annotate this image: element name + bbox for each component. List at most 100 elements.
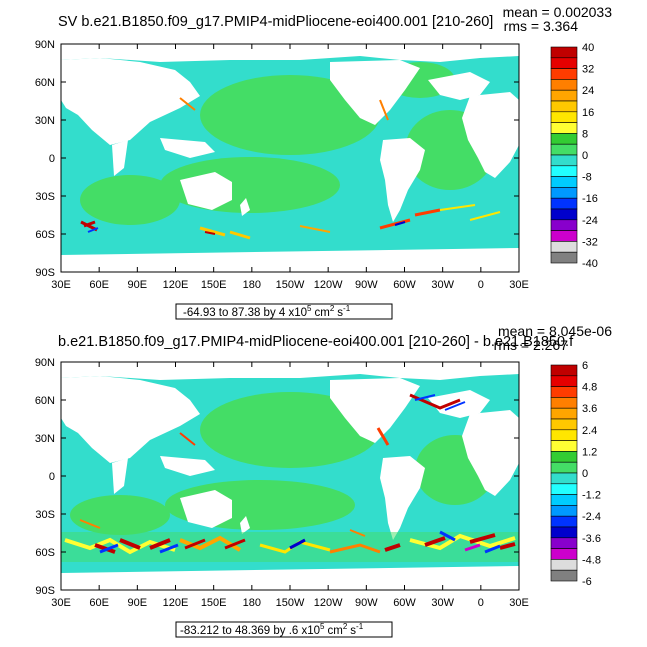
colorbar-swatch <box>550 418 578 431</box>
x-tick-label: 30E <box>509 279 529 291</box>
x-tick-label: 30E <box>509 597 529 609</box>
x-tick-label: 0 <box>478 597 484 609</box>
colorbar-swatch <box>550 483 578 495</box>
colorbar-swatch <box>550 537 578 549</box>
y-tick-label: 90N <box>35 357 55 369</box>
x-tick-label: 90E <box>128 279 148 291</box>
colorbar-swatch <box>550 548 578 560</box>
panel-1-eddies <box>80 97 501 240</box>
colorbar-swatch <box>550 89 578 102</box>
x-tick-label: 60E <box>89 279 109 291</box>
x-tick-label: 90E <box>128 597 148 609</box>
colorbar-swatch <box>550 241 578 253</box>
panel-1-map <box>61 44 519 272</box>
panel-2-map <box>61 362 519 590</box>
colorbar-swatch <box>550 208 578 221</box>
x-tick-label: 120E <box>163 597 189 609</box>
panel-2-rms: rms = 2.267 <box>494 337 569 353</box>
panel-1-mean: mean = 0.002033 <box>503 4 613 20</box>
panel-2-range-box <box>175 621 393 638</box>
colorbar-swatch <box>550 143 578 156</box>
panel-1-range-box <box>175 303 393 320</box>
colorbar-swatch <box>550 133 578 145</box>
x-tick-label: 30W <box>431 279 454 291</box>
colorbar-swatch <box>550 515 578 528</box>
x-tick-label: 150E <box>201 279 227 291</box>
colorbar-label: -2.4 <box>582 511 601 523</box>
colorbar-swatch <box>550 440 578 452</box>
x-tick-label: 180 <box>243 279 261 291</box>
colorbar-label: 8 <box>582 128 588 140</box>
colorbar-label: -24 <box>582 215 598 227</box>
x-tick-label: 120E <box>163 279 189 291</box>
colorbar-label: 40 <box>582 42 594 54</box>
x-tick-label: 150W <box>276 279 305 291</box>
colorbar-label: -8 <box>582 172 592 184</box>
colorbar-swatch <box>550 505 578 517</box>
colorbar-label: 3.6 <box>582 403 597 415</box>
colorbar-label: -6 <box>582 576 592 588</box>
y-tick-label: 30N <box>35 433 55 445</box>
x-tick-label: 180 <box>243 597 261 609</box>
panel-1-rms: rms = 3.364 <box>504 18 579 34</box>
colorbar-label: 4.8 <box>582 382 597 394</box>
y-tick-label: 60N <box>35 395 55 407</box>
colorbar-label: 0 <box>582 150 588 162</box>
y-tick-label: 90S <box>35 585 55 597</box>
panel-2-range-text: -83.212 to 48.369 by .6 x105 cm2 s-1 <box>180 622 364 637</box>
x-tick-label: 120W <box>314 279 343 291</box>
colorbar-swatch <box>550 230 578 242</box>
colorbar-label: 6 <box>582 360 588 372</box>
colorbar-swatch <box>550 122 578 134</box>
colorbar-label: -1.2 <box>582 490 601 502</box>
colorbar-swatch <box>550 364 578 377</box>
x-tick-label: 60W <box>393 597 416 609</box>
panel-1: SV b.e21.B1850.f09_g17.PMIP4-midPliocene… <box>35 4 613 320</box>
colorbar-label: 1.2 <box>582 446 597 458</box>
panel-2-title: b.e21.B1850.f09_g17.PMIP4-midPliocene-eo… <box>58 334 574 350</box>
colorbar-swatch <box>550 526 578 539</box>
x-tick-label: 90W <box>355 597 378 609</box>
panel-1-colorbar: 40 32 24 16 8 0 -8 -16 -24 -32 -40 <box>550 42 598 270</box>
x-tick-label: 150W <box>276 597 305 609</box>
y-tick-label: 90S <box>35 267 55 279</box>
x-tick-label: 60E <box>89 597 109 609</box>
colorbar-label: -32 <box>582 236 598 248</box>
x-tick-label: 0 <box>478 279 484 291</box>
colorbar-swatch <box>550 472 578 485</box>
y-tick-label: 60S <box>35 229 55 241</box>
colorbar-swatch <box>550 386 578 398</box>
y-tick-label: 30S <box>35 509 55 521</box>
colorbar-swatch <box>550 165 578 177</box>
colorbar-swatch <box>550 451 578 463</box>
colorbar-label: 32 <box>582 64 594 76</box>
panel-1-title: SV b.e21.B1850.f09_g17.PMIP4-midPliocene… <box>58 14 493 30</box>
colorbar-swatch <box>550 197 578 210</box>
x-tick-label: 30E <box>51 279 71 291</box>
panel-1-x-axis: 30E 60E 90E 120E 150E 180 150W 120W 90W 60W 30W 0 30… <box>51 44 529 291</box>
colorbar-swatch <box>550 46 578 59</box>
panel-2-colorbar: 6 4.8 3.6 2.4 1.2 0 -1.2 -2.4 -3.6 -4.8 -6 <box>550 360 601 588</box>
y-tick-label: 0 <box>49 153 55 165</box>
colorbar-swatch <box>550 494 578 506</box>
colorbar-label: -16 <box>582 193 598 205</box>
colorbar-label: 2.4 <box>582 425 597 437</box>
colorbar-swatch <box>550 559 578 571</box>
y-tick-label: 60S <box>35 547 55 559</box>
colorbar-label: 24 <box>582 85 594 97</box>
colorbar-swatch <box>550 154 578 167</box>
colorbar-swatch <box>550 251 578 264</box>
colorbar-swatch <box>550 187 578 199</box>
colorbar-label: 16 <box>582 107 594 119</box>
colorbar-swatch <box>550 68 578 80</box>
colorbar-label: -4.8 <box>582 554 601 566</box>
colorbar-swatch <box>550 219 578 231</box>
colorbar-swatch <box>550 461 578 474</box>
colorbar-swatch <box>550 375 578 387</box>
x-tick-label: 60W <box>393 279 416 291</box>
colorbar-swatch <box>550 397 578 409</box>
y-tick-label: 30N <box>35 115 55 127</box>
y-tick-label: 60N <box>35 77 55 89</box>
panel-1-range-text: -64.93 to 87.38 by 4 x105 cm2 s-1 <box>183 304 351 319</box>
